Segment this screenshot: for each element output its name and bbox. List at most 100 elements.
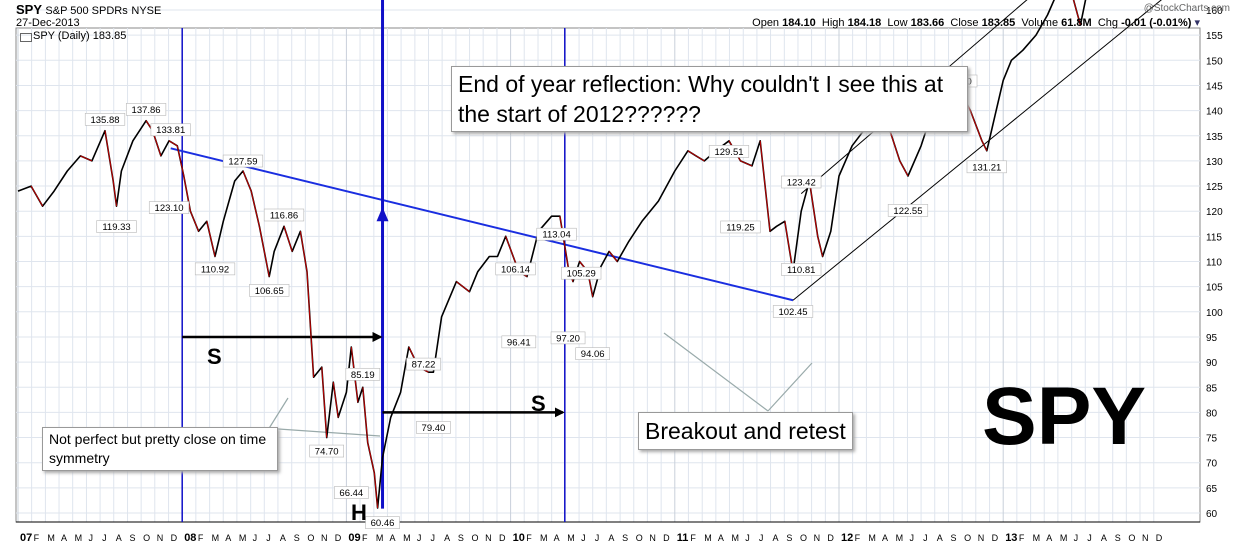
- down-segment: [808, 180, 819, 237]
- y-tick-label: 80: [1206, 408, 1218, 419]
- x-tick-label: 09: [348, 532, 360, 544]
- point-label: 105.29: [567, 269, 596, 280]
- x-tick-label: M: [403, 533, 411, 543]
- x-tick-label: M: [75, 533, 83, 543]
- x-tick-label: S: [1115, 533, 1121, 543]
- x-tick-label: 07: [20, 532, 32, 544]
- point-label-box: [887, 204, 929, 217]
- down-segment: [740, 160, 753, 167]
- down-segment: [30, 185, 44, 207]
- x-tick-label: A: [937, 533, 943, 543]
- x-tick-label: O: [800, 533, 807, 543]
- symmetry-pointer: [267, 397, 289, 431]
- x-tick-label: A: [444, 533, 450, 543]
- down-segment: [1073, 0, 1081, 26]
- point-label-box: [84, 113, 126, 126]
- x-tick-label: O: [964, 533, 971, 543]
- y-tick-label: 145: [1206, 81, 1223, 92]
- close-value: 183.85: [981, 17, 1016, 29]
- down-segment: [559, 216, 569, 267]
- x-tick-label: A: [1101, 533, 1107, 543]
- point-label-box: [772, 305, 814, 318]
- x-tick-label: F: [198, 533, 204, 543]
- x-tick-label: M: [540, 533, 548, 543]
- down-segment: [981, 140, 988, 152]
- volume-value: 61.8M: [1061, 17, 1092, 29]
- x-tick-label: A: [554, 533, 560, 543]
- x-tick-label: 11: [677, 532, 689, 544]
- point-label: 87.22: [412, 360, 436, 371]
- point-label-box: [148, 201, 190, 214]
- point-label-box: [222, 154, 264, 168]
- x-tick-label: M: [567, 533, 575, 543]
- point-label: 137.86: [132, 105, 161, 116]
- x-tick-label: S: [786, 533, 792, 543]
- x-tick-label: A: [773, 533, 779, 543]
- point-label-box: [150, 123, 191, 137]
- x-tick-label: N: [649, 533, 656, 543]
- high-label: High: [821, 17, 845, 29]
- down-segment: [306, 271, 315, 378]
- x-tick-label: S: [622, 533, 628, 543]
- x-tick-label: A: [718, 533, 724, 543]
- point-label: 135.88: [90, 115, 119, 126]
- x-tick-label: M: [704, 533, 712, 543]
- symmetry-note: Not perfect but pretty close on time sym…: [42, 427, 278, 471]
- x-tick-label: S: [130, 533, 136, 543]
- x-tick-label: J: [595, 533, 600, 543]
- x-tick-label: A: [116, 533, 122, 543]
- x-tick-label: M: [731, 533, 739, 543]
- breakout-pointer: [663, 332, 769, 412]
- chevron-down-icon[interactable]: ▾: [1194, 17, 1200, 29]
- x-tick-label: D: [992, 533, 999, 543]
- y-tick-label: 155: [1206, 31, 1223, 42]
- y-tick-label: 160: [1206, 6, 1223, 17]
- channel-upper-line: [800, 0, 1028, 194]
- x-tick-label: 13: [1005, 532, 1017, 544]
- x-tick-label: O: [636, 533, 643, 543]
- y-tick-label: 115: [1206, 232, 1222, 243]
- point-label-box: [406, 357, 441, 371]
- point-label-box: [536, 227, 577, 241]
- x-tick-label: M: [212, 533, 220, 543]
- y-tick-label: 75: [1206, 434, 1218, 445]
- point-label: 85.19: [351, 370, 375, 381]
- x-tick-label: O: [472, 533, 479, 543]
- x-tick-label: S: [458, 533, 464, 543]
- symmetry-pointer: [263, 427, 381, 437]
- price-stats: Open 184.10 High 184.18 Low 183.66 Close…: [752, 16, 1200, 29]
- point-label: 113.04: [542, 230, 570, 241]
- point-label: 131.21: [972, 162, 1001, 173]
- low-value: 183.66: [910, 17, 945, 29]
- x-tick-label: J: [1087, 533, 1092, 543]
- x-tick-label: A: [389, 533, 395, 543]
- point-label-box: [495, 262, 536, 276]
- down-segment: [969, 110, 983, 141]
- point-label: 122.55: [893, 206, 922, 217]
- chg-label: Chg: [1097, 17, 1119, 29]
- point-label-box: [550, 331, 586, 345]
- point-label-box: [781, 175, 822, 189]
- y-tick-label: 65: [1206, 484, 1218, 495]
- point-label-box: [416, 421, 451, 434]
- down-segment: [176, 145, 185, 177]
- point-label: 74.70: [315, 447, 339, 458]
- down-segment: [183, 175, 191, 212]
- y-tick-label: 130: [1206, 157, 1223, 168]
- down-segment: [258, 226, 270, 277]
- x-tick-label: J: [1074, 533, 1079, 543]
- arrow-midhead-icon: [376, 207, 389, 222]
- point-label-box: [345, 367, 381, 381]
- x-tick-label: D: [827, 533, 834, 543]
- x-tick-label: M: [239, 533, 247, 543]
- reflection-note: End of year reflection: Why couldn't I s…: [451, 66, 968, 132]
- point-label: 66.44: [339, 488, 363, 499]
- point-label-box: [720, 220, 761, 234]
- x-tick-label: A: [608, 533, 614, 543]
- x-axis-labels: 07 F M A M J J A S O N D 08 F M A M J J A S O N D 09 F M A M J J A S O N D 1…: [20, 532, 1163, 544]
- y-tick-label: 140: [1206, 107, 1223, 118]
- down-segment: [206, 221, 216, 257]
- copyright-link[interactable]: @StockCharts.com: [1143, 3, 1230, 14]
- point-label-box: [125, 103, 167, 116]
- point-label: 106.65: [255, 286, 284, 297]
